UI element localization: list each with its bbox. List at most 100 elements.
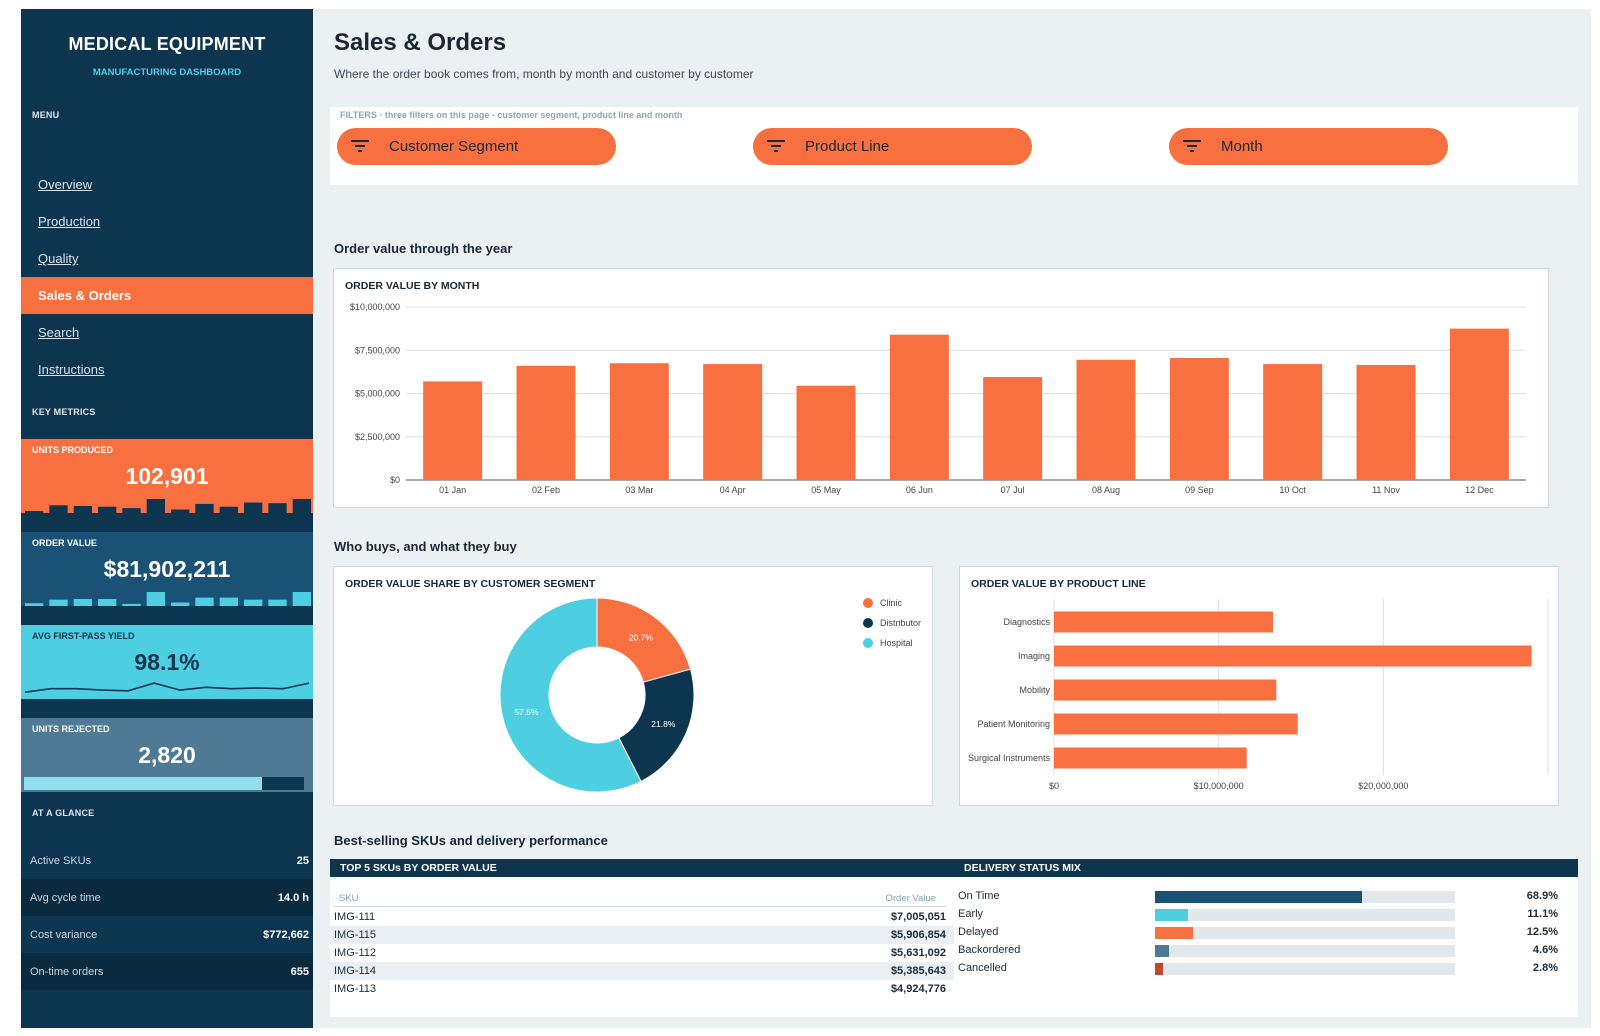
x-tick-label: $0 [1049, 781, 1059, 791]
delivery-pct: 11.1% [1527, 908, 1558, 920]
spark-bar [146, 592, 165, 606]
filter-bar: FILTERS · three filters on this page - c… [330, 107, 1578, 185]
legend-swatch [863, 638, 873, 648]
sku-order-value: $7,005,051 [890, 911, 946, 923]
slice-distributor [618, 668, 695, 783]
kpi-value: 102,901 [125, 463, 209, 489]
bar-imaging [1054, 645, 1532, 667]
spark-bar [171, 509, 190, 513]
sku-id: IMG-112 [334, 947, 376, 959]
table-row[interactable]: IMG-115 $5,906,854 [330, 926, 954, 944]
table-row[interactable]: IMG-114 $5,385,643 [330, 962, 954, 980]
glance-value: 655 [290, 965, 309, 978]
product-line-bar-chart: $0 $10,000,000 $20,000,000 Diagnostics Imagi… [968, 599, 1549, 791]
x-tick-label: 08 Aug [1092, 485, 1120, 495]
x-tick-label: 11 Nov [1372, 485, 1400, 495]
spark-bar [195, 503, 214, 513]
col-header-sku: SKU [339, 893, 359, 904]
delivery-bar-fill [1155, 963, 1164, 975]
y-tick-label: $2,500,000 [355, 432, 400, 442]
delivery-row: Cancelled 2.8% [954, 960, 1578, 978]
nav-overview[interactable]: Overview [38, 177, 93, 192]
x-tick-label: 04 Apr [720, 485, 746, 495]
spark-line [24, 682, 310, 693]
legend-swatch [863, 598, 873, 608]
spark-bar [195, 597, 214, 606]
sidebar: MEDICAL EQUIPMENT MANUFACTURING DASHBOAR… [21, 9, 313, 1028]
x-tick-label: 01 Jan [439, 485, 466, 495]
table-divider [334, 906, 946, 907]
delivery-pct: 12.5% [1526, 926, 1558, 938]
glance-label: Active SKUs [30, 854, 92, 867]
nav-production[interactable]: Production [38, 214, 101, 229]
delivery-bar-track [1155, 945, 1455, 957]
kpi-value: 98.1% [134, 649, 200, 675]
nav-quality[interactable]: Quality [38, 251, 79, 266]
month-bar-chart: $0 $2,500,000 $5,000,000 $7,500,000 $10,000,… [350, 302, 1526, 495]
spark-bar [244, 599, 263, 606]
menu-label: MENU [32, 110, 60, 120]
filter-month[interactable]: Month [1169, 128, 1448, 165]
bar-01-jan [423, 381, 483, 480]
page-title: Sales & Orders [334, 29, 507, 56]
y-tick-label: Diagnostics [1003, 617, 1050, 627]
sku-order-value: $5,385,643 [890, 965, 946, 977]
x-tick-label: 09 Sep [1185, 485, 1214, 495]
delivery-bar-track [1155, 927, 1455, 939]
table-row[interactable]: IMG-111 $7,005,051 [330, 908, 954, 926]
glance-row-on-time-orders: On-time orders 655 [21, 953, 313, 990]
y-tick-label: $0 [390, 475, 400, 485]
delivery-status-label: Delayed [958, 926, 999, 938]
legend-swatch [863, 618, 873, 628]
sparkline-svg [24, 682, 310, 693]
filter-product-line[interactable]: Product Line [753, 128, 1032, 165]
y-tick-label: Surgical Instruments [968, 753, 1051, 763]
legend-label: Hospital [880, 638, 913, 648]
chart-order-value-by-month: ORDER VALUE BY MONTH $0 $2,500,000 $5,000,… [333, 268, 1549, 508]
glance-row-cycle-time: Avg cycle time 14.0 h [21, 879, 313, 916]
col-header-order-value: Order Value [885, 893, 936, 904]
spark-bar [146, 499, 165, 513]
sparkline-svg [25, 592, 311, 606]
nav-instructions[interactable]: Instructions [38, 362, 105, 377]
sparkline-svg [25, 499, 311, 513]
spark-bar [98, 506, 117, 513]
bar-08-aug [1076, 359, 1136, 480]
chart-title: ORDER VALUE BY MONTH [345, 280, 480, 292]
spark-bar [219, 506, 238, 513]
x-tick-label: 03 Mar [625, 485, 653, 495]
slice-data-label: 57.5% [514, 707, 539, 717]
bar-06-jun [889, 334, 949, 480]
spark-bar [49, 505, 68, 513]
delivery-bar-fill [1155, 909, 1189, 921]
y-tick-label: Patient Monitoring [977, 719, 1050, 729]
table-row[interactable]: IMG-112 $5,631,092 [330, 944, 954, 962]
nav-search[interactable]: Search [38, 325, 80, 340]
kpi-label: AVG FIRST-PASS YIELD [32, 631, 135, 641]
filter-customer-segment[interactable]: Customer Segment [337, 128, 616, 165]
section-heading-who: Who buys, and what they buy [334, 539, 517, 554]
nav-sales-orders[interactable]: Sales & Orders [21, 277, 313, 314]
kpi-label: UNITS PRODUCED [32, 445, 114, 455]
section-heading-skus: Best-selling SKUs and delivery performan… [334, 833, 608, 848]
bar-03-mar [609, 363, 669, 480]
spark-bar [268, 599, 287, 606]
spark-bar [171, 602, 190, 606]
bar-07-jul [983, 377, 1043, 480]
bar-11-nov [1356, 364, 1416, 480]
kpi-label: UNITS REJECTED [32, 724, 110, 734]
glance-row-cost-variance: Cost variance $772,662 [21, 916, 313, 953]
spark-bar [122, 603, 141, 606]
sku-id: IMG-111 [334, 911, 376, 923]
delivery-status-title: DELIVERY STATUS MIX [964, 862, 1081, 874]
delivery-status-label: Backordered [958, 944, 1021, 956]
table-row[interactable]: IMG-113 $4,924,776 [330, 980, 954, 998]
bar-05-may [796, 385, 856, 480]
delivery-bar-track [1155, 909, 1455, 921]
kpi-first-pass-yield: AVG FIRST-PASS YIELD 98.1% [21, 625, 313, 699]
key-metrics-label: KEY METRICS [32, 407, 96, 417]
x-tick-label: 10 Oct [1279, 485, 1306, 495]
y-tick-label: $7,500,000 [355, 345, 400, 355]
delivery-bar-fill [1155, 945, 1169, 957]
filter-label: Month [1221, 138, 1263, 155]
